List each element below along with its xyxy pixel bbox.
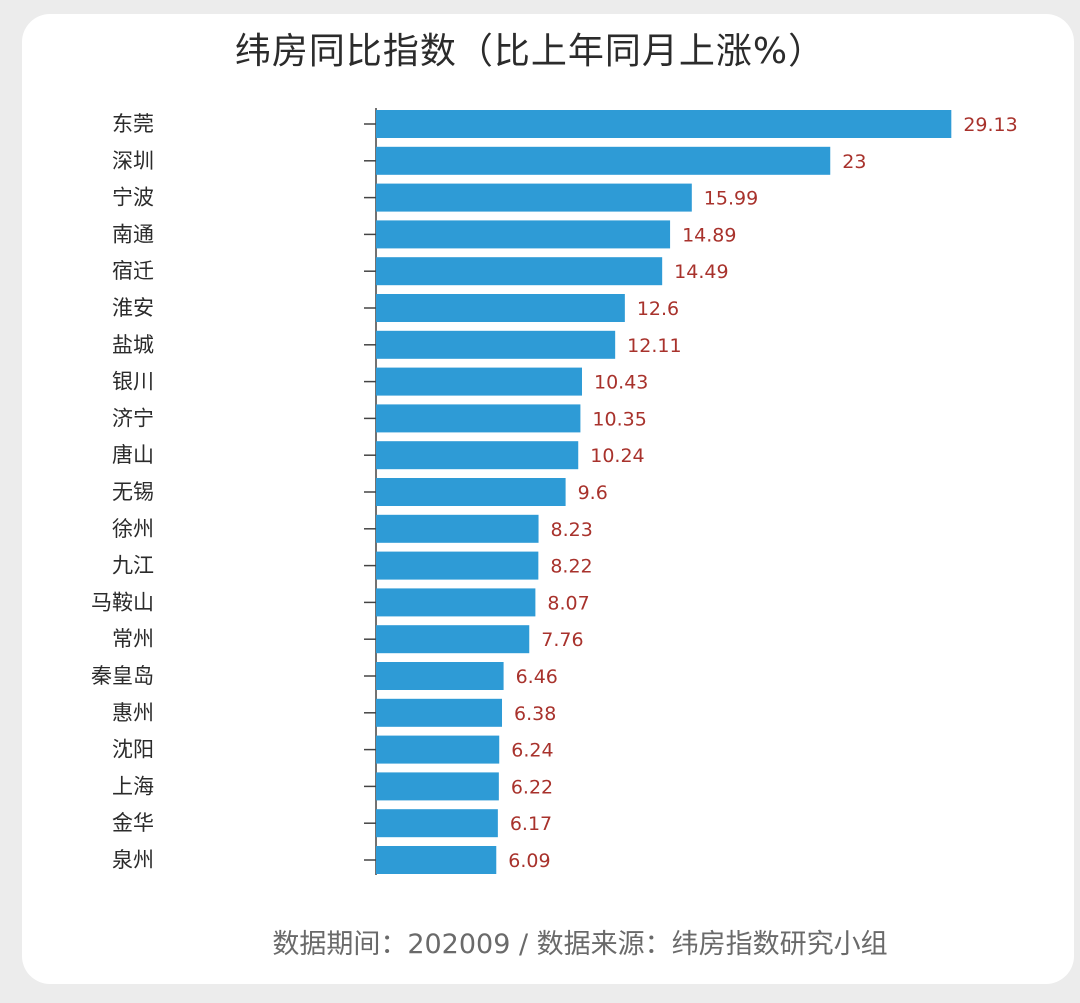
category-label: 南通 (112, 222, 154, 246)
category-label: 金华 (112, 811, 154, 835)
bar (376, 220, 671, 249)
bar (376, 772, 499, 801)
value-label: 6.24 (511, 740, 553, 762)
value-label: 23 (842, 151, 866, 173)
bar (376, 846, 497, 874)
value-label: 6.38 (514, 703, 556, 725)
category-label: 泉州 (112, 848, 154, 872)
category-label: 盐城 (112, 333, 154, 357)
category-label: 沈阳 (112, 738, 154, 762)
value-label: 15.99 (704, 188, 758, 210)
category-label: 秦皇岛 (91, 664, 154, 688)
value-label: 8.22 (550, 556, 592, 578)
bar (376, 588, 536, 617)
category-label: 徐州 (112, 517, 154, 541)
category-label: 宁波 (112, 186, 154, 210)
bar (376, 404, 581, 433)
category-label: 济宁 (112, 406, 154, 430)
category-label: 银川 (112, 370, 154, 394)
bar (376, 441, 579, 470)
value-label: 14.49 (674, 261, 728, 283)
value-label: 12.6 (637, 298, 679, 320)
bar (376, 625, 530, 654)
category-label: 常州 (112, 627, 154, 651)
category-label: 马鞍山 (91, 590, 154, 614)
bar (376, 367, 582, 396)
value-label: 6.46 (516, 666, 558, 688)
y-axis (364, 108, 377, 875)
value-label: 10.35 (592, 408, 646, 430)
bar (376, 478, 566, 506)
bar (376, 514, 539, 543)
value-label: 14.89 (682, 224, 736, 246)
value-label: 8.07 (547, 592, 589, 614)
category-label: 淮安 (112, 296, 154, 320)
value-label: 10.24 (590, 445, 644, 467)
bar (376, 146, 831, 175)
category-label: 东莞 (112, 112, 154, 136)
category-label: 九江 (112, 554, 154, 578)
data-source-footer: 数据期间：202009 / 数据来源：纬房指数研究小组 (272, 929, 888, 960)
bar (376, 330, 616, 359)
category-label: 唐山 (112, 443, 154, 467)
value-label: 9.6 (578, 482, 608, 504)
value-label: 10.43 (594, 372, 648, 394)
value-label: 7.76 (541, 629, 583, 651)
bar (376, 183, 692, 212)
bar (376, 294, 625, 322)
value-label: 8.23 (551, 519, 593, 541)
category-labels: 东莞深圳宁波南通宿迁淮安盐城银川济宁唐山无锡徐州九江马鞍山常州秦皇岛惠州沈阳上海… (91, 112, 154, 872)
bars (376, 110, 952, 874)
bar (376, 662, 504, 690)
value-label: 29.13 (963, 114, 1017, 136)
bar (376, 809, 498, 838)
category-label: 上海 (112, 774, 154, 798)
category-label: 无锡 (112, 480, 154, 504)
category-label: 宿迁 (112, 259, 154, 283)
category-label: 惠州 (112, 701, 154, 725)
bar (376, 735, 500, 764)
bar (376, 110, 952, 138)
category-label: 深圳 (112, 149, 154, 173)
bar (376, 698, 503, 727)
value-label: 6.17 (510, 813, 552, 835)
value-label: 6.09 (508, 850, 550, 872)
value-label: 6.22 (511, 776, 553, 798)
chart-title: 纬房同比指数（比上年同月上涨%） (234, 31, 826, 72)
value-label: 12.11 (627, 335, 681, 357)
value-labels: 29.13 23 15.99 14.89 14.49 12.6 12.11 10.43 10.3… (508, 114, 1017, 872)
bar (376, 551, 539, 580)
bar (376, 257, 663, 286)
